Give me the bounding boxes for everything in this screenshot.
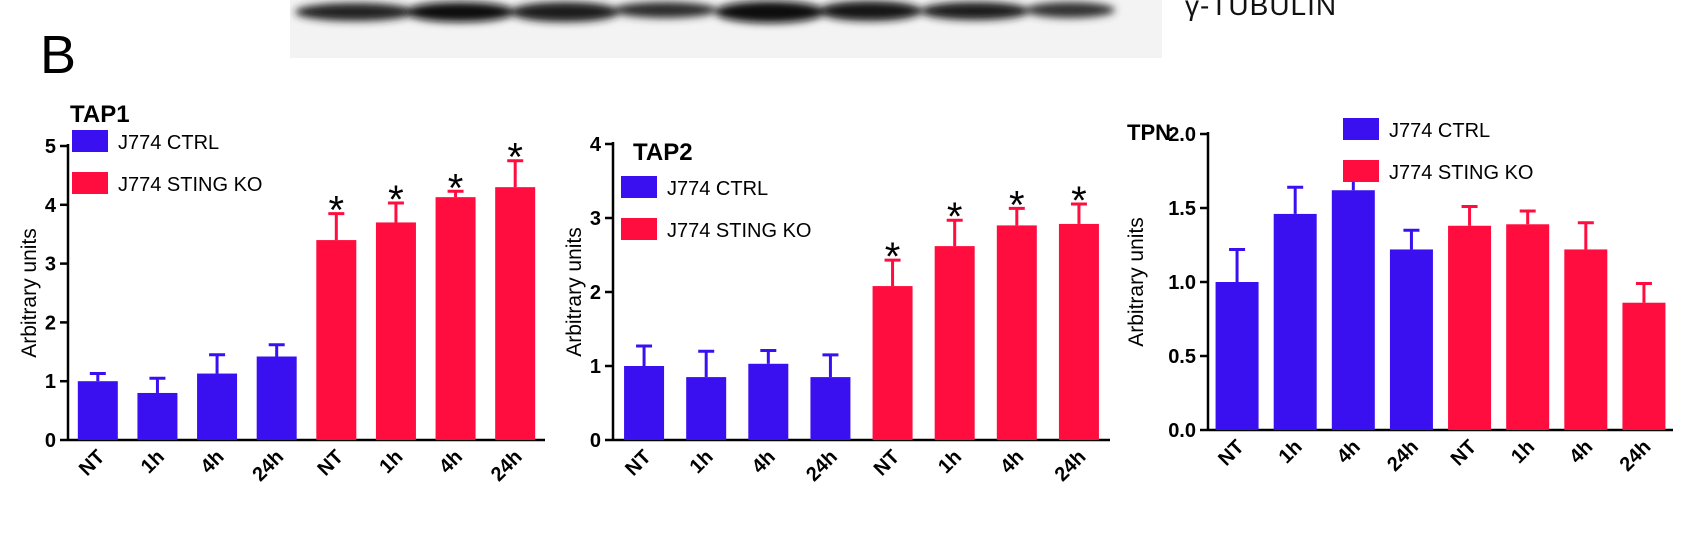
- y-tick-label: 1: [590, 356, 601, 378]
- bar: [1564, 249, 1608, 430]
- chart-title: TPN: [1127, 120, 1171, 145]
- chart-svg: 0 1 2 3 4 Arbitrary units TAP2 * * * * NT 1h 4h 24h NT 1…: [563, 134, 1110, 486]
- legend-swatch: [1343, 160, 1379, 182]
- x-tick-label: 4h: [197, 446, 229, 478]
- legend-swatch: [621, 176, 657, 198]
- legend-swatch: [1343, 118, 1379, 140]
- x-tick-label: 1h: [1507, 436, 1539, 468]
- legend-swatch: [72, 172, 108, 194]
- x-tick-label: 24h: [1616, 436, 1656, 476]
- x-tick-label: 1h: [686, 446, 718, 478]
- y-tick-label: 3: [45, 254, 56, 276]
- significance-mark: *: [947, 195, 963, 239]
- bar: [375, 222, 416, 440]
- x-tick-label: 4h: [748, 446, 780, 478]
- bar: [1389, 249, 1433, 430]
- y-axis-label: Arbitrary units: [563, 227, 586, 357]
- x-tick-label: 4h: [996, 446, 1028, 478]
- legend-swatch: [72, 130, 108, 152]
- y-tick-label: 0: [45, 430, 56, 452]
- significance-mark: *: [885, 235, 901, 279]
- y-tick-label: 0: [590, 430, 601, 452]
- x-tick-label: 4h: [435, 446, 467, 478]
- significance-mark: *: [507, 136, 523, 180]
- legend-swatch: [621, 218, 657, 240]
- x-tick-label: NT: [1214, 436, 1248, 470]
- chart-svg: 0.0 0.5 1.0 1.5 2.0 Arbitrary units TPN NT 1h 4h 2…: [1125, 118, 1673, 476]
- legend-label: J774 CTRL: [1389, 120, 1490, 142]
- y-tick-label: 1.0: [1168, 272, 1196, 294]
- x-tick-label: 24h: [487, 446, 527, 486]
- x-tick-label: 4h: [1565, 436, 1597, 468]
- bar: [1506, 224, 1550, 430]
- y-tick-label: 5: [45, 136, 56, 158]
- bar: [256, 356, 297, 440]
- y-tick-label: 2: [590, 282, 601, 304]
- significance-mark: *: [1009, 183, 1025, 227]
- significance-mark: *: [448, 166, 464, 210]
- bar: [624, 366, 665, 440]
- bar: [934, 246, 975, 440]
- y-tick-label: 0.0: [1168, 420, 1196, 442]
- panel-letter: B: [40, 25, 77, 85]
- y-tick-label: 2.0: [1168, 124, 1196, 146]
- bar: [996, 225, 1037, 440]
- bar: [495, 187, 536, 440]
- bar: [872, 286, 913, 440]
- chart-title: TAP2: [633, 139, 693, 166]
- bar: [435, 197, 476, 440]
- x-tick-label: 24h: [1383, 436, 1423, 476]
- x-tick-label: NT: [621, 446, 655, 480]
- legend-label: J774 STING KO: [1389, 162, 1534, 184]
- significance-mark: *: [329, 189, 345, 233]
- bar: [686, 377, 727, 440]
- legend-label: J774 CTRL: [118, 132, 219, 154]
- x-tick-label: 1h: [1275, 436, 1307, 468]
- x-tick-label: NT: [870, 446, 904, 480]
- western-blot-image: [290, 0, 1162, 58]
- legend-label: J774 STING KO: [118, 174, 263, 196]
- x-tick-label: 24h: [1051, 446, 1091, 486]
- bar: [137, 392, 178, 440]
- x-tick-label: 1h: [137, 446, 169, 478]
- blot-label: γ-TUBULIN: [1185, 0, 1338, 21]
- tap2-chart: 0 1 2 3 4 Arbitrary units TAP2 * * * * NT 1h 4h 24h NT 1…: [563, 90, 1125, 533]
- y-tick-label: 0.5: [1168, 346, 1196, 368]
- legend-label: J774 CTRL: [667, 178, 768, 200]
- y-tick-label: 3: [590, 208, 601, 230]
- significance-mark: *: [388, 178, 404, 222]
- bar: [748, 363, 789, 440]
- x-tick-label: NT: [313, 446, 347, 480]
- x-tick-label: NT: [75, 446, 109, 480]
- bar: [1331, 190, 1375, 430]
- chart-title: TAP1: [70, 101, 130, 128]
- chart-svg: 0 1 2 3 4 5 Arbitrary units TAP1 * * * * NT 1h 4h 24h NT…: [18, 101, 545, 486]
- bar: [1448, 225, 1492, 430]
- y-tick-label: 4: [45, 195, 57, 217]
- y-axis-label: Arbitrary units: [1125, 217, 1148, 347]
- y-tick-label: 4: [590, 134, 602, 156]
- x-tick-label: 24h: [248, 446, 288, 486]
- y-tick-label: 1: [45, 371, 56, 393]
- legend-label: J774 STING KO: [667, 220, 812, 242]
- significance-mark: *: [1071, 179, 1087, 223]
- x-tick-label: 1h: [375, 446, 407, 478]
- bar: [316, 240, 357, 440]
- bar: [1058, 223, 1099, 440]
- tap1-chart: 0 1 2 3 4 5 Arbitrary units TAP1 * * * * NT 1h 4h 24h NT…: [0, 90, 565, 533]
- x-tick-label: NT: [1447, 436, 1481, 470]
- y-tick-label: 1.5: [1168, 198, 1196, 220]
- bar: [810, 377, 851, 440]
- x-tick-label: 1h: [934, 446, 966, 478]
- tpn-chart: 0.0 0.5 1.0 1.5 2.0 Arbitrary units TPN NT 1h 4h 2…: [1125, 90, 1688, 533]
- y-axis-label: Arbitrary units: [18, 228, 41, 358]
- bar: [1622, 302, 1666, 430]
- x-tick-label: 4h: [1333, 436, 1365, 468]
- bar: [1215, 282, 1259, 430]
- bar: [1273, 213, 1317, 430]
- x-tick-label: 24h: [802, 446, 842, 486]
- bar: [77, 381, 118, 440]
- bar: [197, 373, 238, 440]
- y-tick-label: 2: [45, 312, 56, 334]
